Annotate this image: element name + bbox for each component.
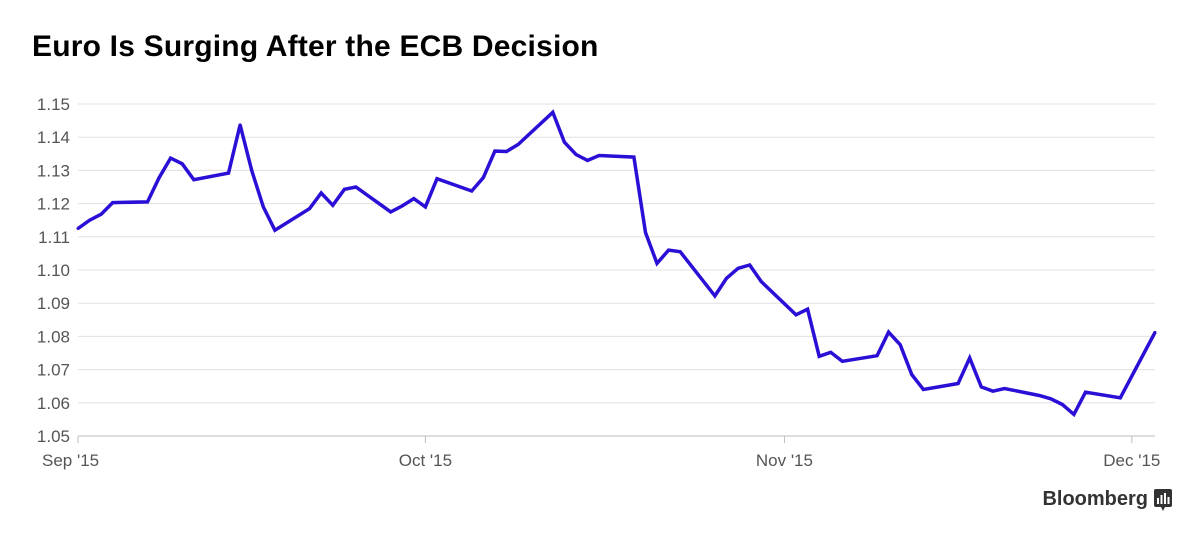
data-point [261, 205, 265, 209]
data-point [412, 197, 416, 201]
data-point [574, 152, 578, 156]
data-point [806, 307, 810, 311]
data-point [759, 280, 763, 284]
data-point [1153, 330, 1157, 334]
y-tick-label: 1.05 [37, 427, 70, 446]
y-tick-label: 1.07 [37, 361, 70, 380]
data-point [829, 350, 833, 354]
data-point [597, 153, 601, 157]
data-point [979, 385, 983, 389]
data-point [921, 388, 925, 392]
data-point [400, 204, 404, 208]
data-point [875, 354, 879, 358]
data-point [586, 158, 590, 162]
data-point [76, 227, 80, 230]
y-axis: 1.05 1.06 1.07 1.08 1.09 1.10 1.11 1.12 1.13 1.14… [37, 95, 70, 446]
data-point [493, 149, 497, 153]
data-point [562, 140, 566, 144]
data-point [1084, 390, 1088, 394]
data-point [887, 330, 891, 334]
y-tick-label: 1.15 [37, 95, 70, 114]
y-tick-label: 1.08 [37, 327, 70, 346]
x-tick-label: Oct '15 [399, 451, 452, 470]
gridlines [78, 103, 1155, 437]
data-point [342, 187, 346, 191]
data-point [655, 261, 659, 265]
data-point [504, 149, 508, 153]
data-point [678, 250, 682, 254]
data-point [1060, 402, 1064, 406]
data-point [88, 218, 92, 222]
data-point [794, 313, 798, 317]
data-point [250, 168, 254, 172]
data-point [1037, 393, 1041, 397]
data-point [389, 210, 393, 214]
data-point [99, 212, 103, 216]
data-point [111, 201, 115, 205]
x-tick-label: Sep '15 [42, 451, 99, 470]
data-point [817, 354, 821, 358]
data-point [1118, 396, 1122, 400]
data-point [910, 373, 914, 377]
data-point [667, 248, 671, 252]
data-point [736, 266, 740, 270]
data-point [157, 176, 161, 180]
x-tick-label: Dec '15 [1103, 451, 1160, 470]
data-point [238, 123, 242, 127]
data-point [956, 382, 960, 386]
y-tick-label: 1.10 [37, 261, 70, 280]
data-point [470, 189, 474, 193]
data-point [145, 200, 149, 204]
data-point [840, 359, 844, 363]
data-point [748, 263, 752, 267]
data-point [319, 191, 323, 195]
series-line [76, 109, 1157, 418]
data-point [632, 155, 636, 159]
data-point [1002, 387, 1006, 391]
y-tick-label: 1.13 [37, 161, 70, 180]
data-point [643, 230, 647, 234]
data-point [354, 185, 358, 189]
data-point [435, 177, 439, 181]
bloomberg-logo: Bloomberg [1042, 488, 1148, 510]
data-point [423, 205, 427, 209]
chart-title: Euro Is Surging After the ECB Decision [32, 30, 599, 63]
data-point [516, 143, 520, 147]
data-point [192, 178, 196, 182]
data-point [273, 228, 277, 232]
bloomberg-chart-icon [1154, 489, 1172, 511]
data-point [227, 171, 231, 175]
series-line-layer [76, 109, 1157, 418]
x-axis: Sep '15 Oct '15 Nov '15 Dec '15 [42, 436, 1160, 470]
data-point [898, 343, 902, 347]
data-point [481, 176, 485, 180]
y-tick-label: 1.12 [37, 195, 70, 214]
x-tick-label: Nov '15 [756, 451, 813, 470]
data-point [331, 203, 335, 207]
data-point [968, 356, 972, 360]
data-point [991, 389, 995, 393]
data-point [713, 294, 717, 298]
data-point [1049, 397, 1053, 401]
y-tick-label: 1.09 [37, 294, 70, 313]
data-point [180, 162, 184, 166]
data-point [169, 156, 173, 160]
data-point [725, 276, 729, 280]
data-point [1072, 412, 1076, 416]
data-point [551, 110, 555, 114]
data-point [308, 207, 312, 211]
y-tick-label: 1.11 [38, 228, 70, 247]
y-tick-label: 1.14 [37, 128, 70, 147]
y-tick-label: 1.06 [37, 394, 70, 413]
